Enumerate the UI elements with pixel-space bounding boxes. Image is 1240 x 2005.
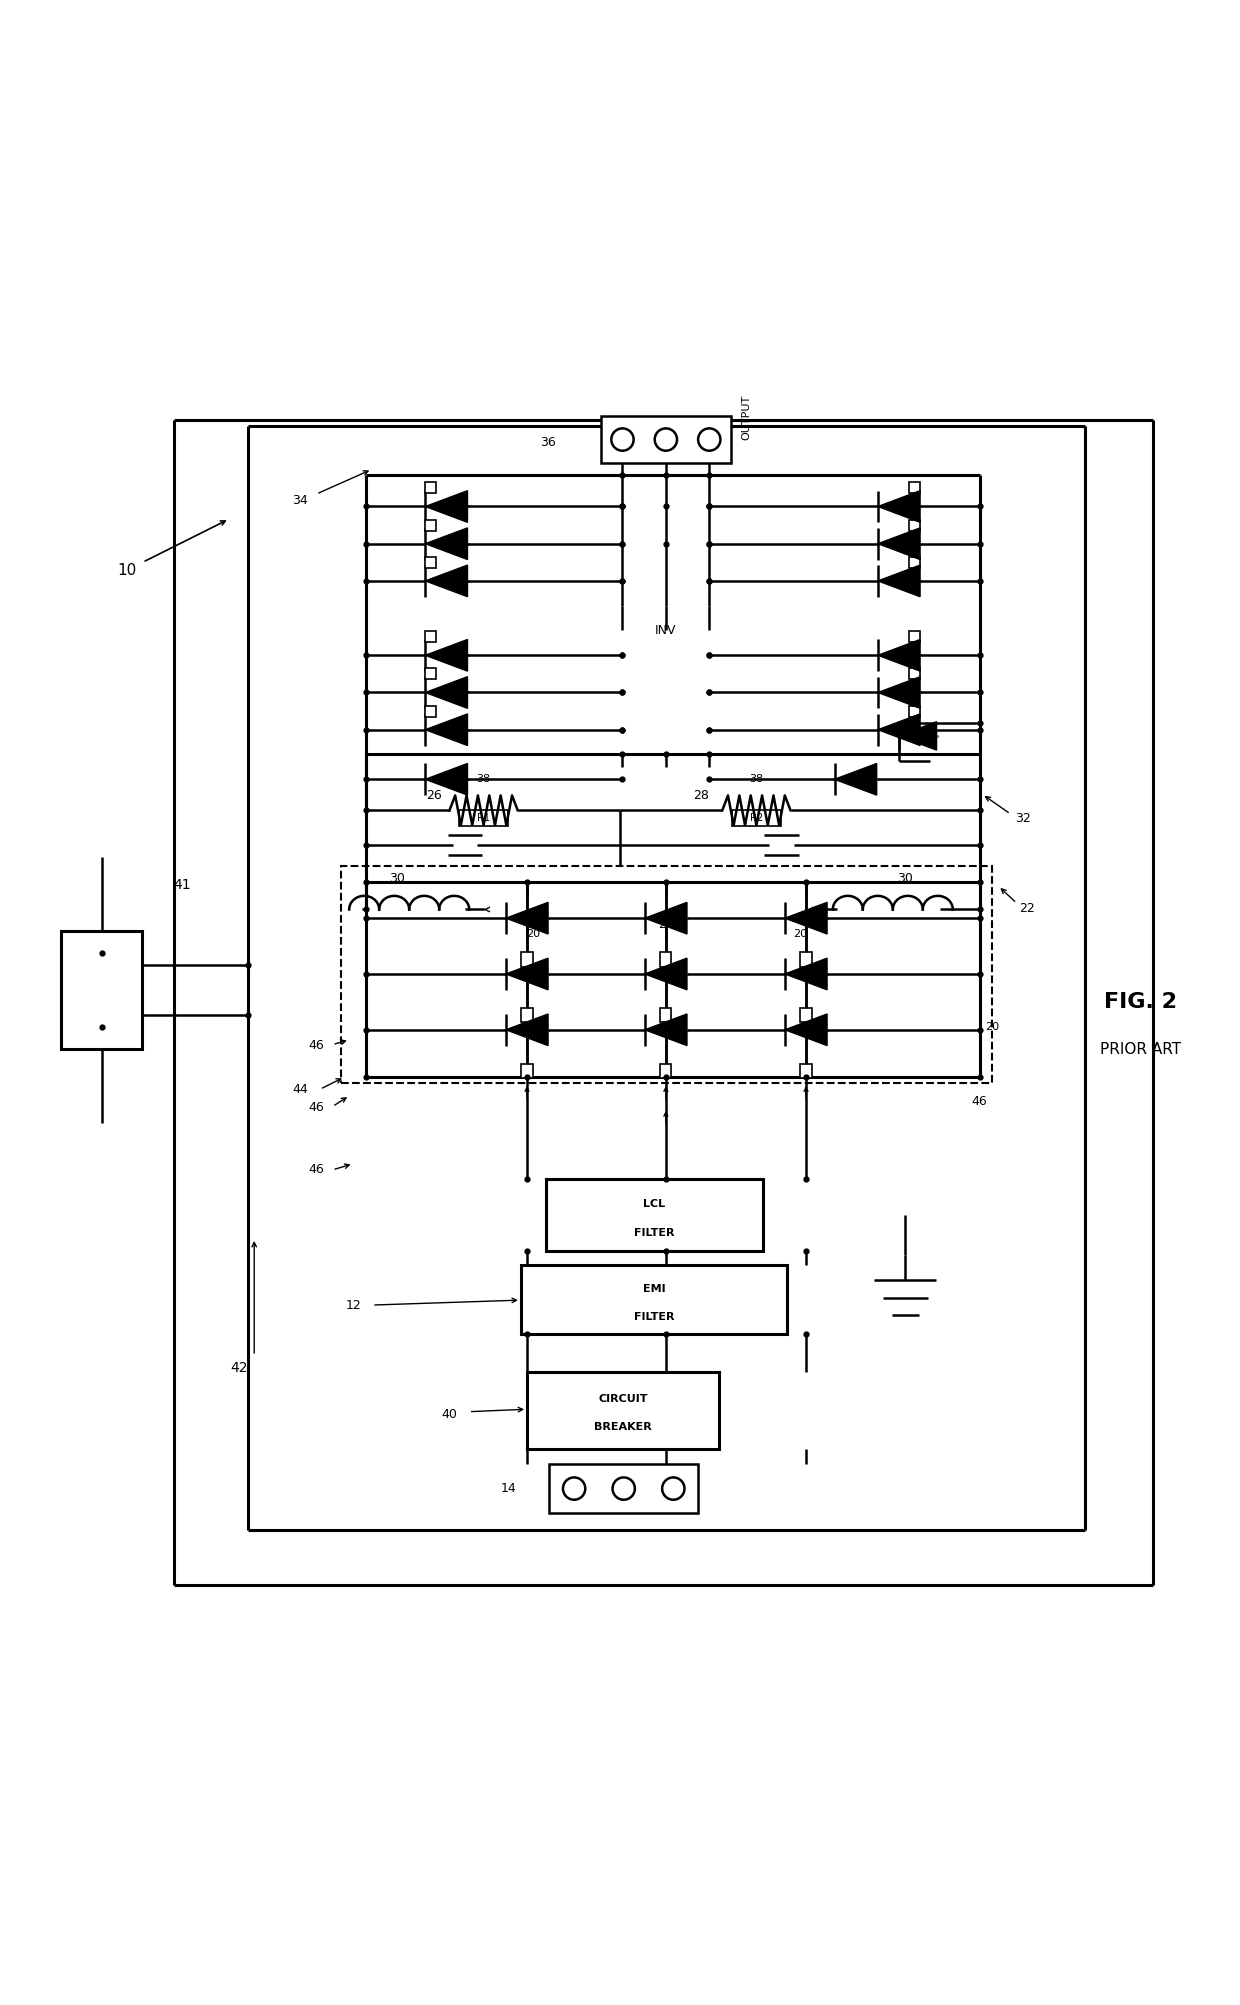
Polygon shape (878, 491, 920, 523)
Text: 10: 10 (117, 563, 136, 579)
Polygon shape (425, 491, 467, 523)
Polygon shape (425, 527, 467, 559)
Text: FILTER: FILTER (634, 1311, 675, 1321)
Polygon shape (506, 1015, 548, 1045)
Text: PRIOR ART: PRIOR ART (1100, 1043, 1182, 1057)
Bar (801, 1063, 812, 1079)
Text: 20: 20 (792, 928, 807, 938)
Polygon shape (785, 1015, 827, 1045)
Text: 40: 40 (441, 1408, 456, 1422)
Bar (909, 557, 920, 567)
Text: 38: 38 (476, 774, 491, 784)
Text: OUTPUT: OUTPUT (742, 395, 751, 439)
Text: CIRCUIT: CIRCUIT (599, 1393, 647, 1404)
Bar (425, 519, 436, 531)
Text: INV: INV (655, 624, 677, 638)
Bar (459, 810, 508, 826)
Bar (661, 1063, 672, 1079)
Polygon shape (645, 1015, 687, 1045)
Polygon shape (878, 640, 920, 672)
Bar (601, 415, 732, 463)
Text: 32: 32 (1016, 812, 1030, 826)
Bar (909, 483, 920, 493)
Bar (909, 632, 920, 642)
Text: 41: 41 (174, 878, 191, 892)
Text: 20: 20 (526, 928, 541, 938)
Bar (521, 1063, 532, 1079)
Polygon shape (425, 678, 467, 708)
Bar (661, 1009, 672, 1023)
Polygon shape (645, 958, 687, 990)
Polygon shape (878, 678, 920, 708)
Text: 20: 20 (985, 1023, 999, 1033)
Bar (62, 930, 143, 1049)
Polygon shape (506, 902, 548, 934)
Text: EMI: EMI (642, 1285, 666, 1295)
Bar (909, 706, 920, 716)
Bar (521, 1009, 532, 1023)
Text: FILTER: FILTER (634, 1227, 675, 1237)
Polygon shape (425, 714, 467, 746)
Text: 46: 46 (309, 1039, 324, 1053)
Bar (909, 519, 920, 531)
Text: 14: 14 (501, 1482, 516, 1496)
Bar (527, 1371, 719, 1450)
Text: R1: R1 (477, 812, 490, 822)
Polygon shape (506, 958, 548, 990)
Bar (732, 810, 781, 826)
Polygon shape (425, 565, 467, 597)
Bar (909, 668, 920, 680)
Polygon shape (835, 764, 877, 796)
Polygon shape (645, 902, 687, 934)
Bar (546, 1179, 763, 1251)
Text: 38: 38 (749, 774, 764, 784)
Text: R2: R2 (750, 812, 763, 822)
Text: 46: 46 (309, 1101, 324, 1115)
Text: 22: 22 (1019, 902, 1034, 914)
Bar (521, 1265, 787, 1333)
Text: BREAKER: BREAKER (594, 1422, 652, 1432)
Bar (425, 483, 436, 493)
Text: 12: 12 (346, 1299, 361, 1311)
Bar (425, 706, 436, 716)
Polygon shape (878, 714, 920, 746)
Text: 46: 46 (309, 1163, 324, 1177)
Text: 42: 42 (231, 1361, 248, 1375)
Text: LCL: LCL (644, 1199, 665, 1209)
Polygon shape (878, 565, 920, 597)
Bar (425, 557, 436, 567)
Polygon shape (899, 722, 936, 750)
Bar (425, 632, 436, 642)
Text: 30: 30 (389, 872, 404, 884)
Text: 36: 36 (541, 435, 556, 449)
Bar (521, 952, 532, 966)
Polygon shape (785, 902, 827, 934)
Bar (549, 1464, 698, 1514)
Bar (801, 1009, 812, 1023)
Polygon shape (425, 764, 467, 796)
Text: 46: 46 (972, 1095, 987, 1109)
Bar (425, 668, 436, 680)
Text: 26: 26 (427, 788, 441, 802)
Text: FIG. 2: FIG. 2 (1105, 992, 1177, 1013)
Text: 44: 44 (293, 1083, 308, 1097)
Text: 30: 30 (898, 872, 913, 884)
Text: 24: 24 (658, 918, 673, 930)
Bar (801, 952, 812, 966)
Text: 34: 34 (293, 493, 308, 507)
Text: 28: 28 (693, 788, 708, 802)
Bar (661, 952, 672, 966)
Polygon shape (785, 958, 827, 990)
Polygon shape (878, 527, 920, 559)
Polygon shape (425, 640, 467, 672)
